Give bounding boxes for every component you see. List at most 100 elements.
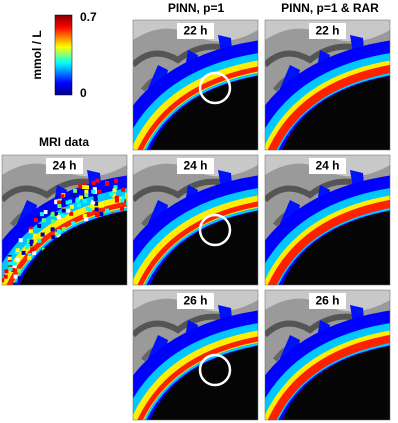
noise [98, 203, 103, 208]
time-label: 22 h [183, 24, 207, 38]
time-label: 24 h [183, 159, 207, 173]
noise [50, 227, 55, 232]
noise [125, 192, 127, 197]
noise [109, 192, 114, 197]
noise [84, 217, 89, 222]
panel-border [132, 154, 259, 286]
noise [91, 200, 96, 205]
noise [57, 204, 62, 209]
time-label: 26 h [315, 294, 339, 308]
image-panel: 26 h [264, 289, 391, 421]
noise [78, 195, 83, 200]
noise [61, 208, 66, 213]
colorbar-min: 0 [80, 86, 87, 100]
time-label: 24 h [52, 159, 76, 173]
time-box [309, 23, 346, 39]
noise [85, 206, 90, 211]
panel-border [264, 154, 391, 286]
noise [126, 208, 127, 213]
noise [61, 226, 66, 231]
noise [32, 250, 37, 255]
noise [51, 235, 56, 240]
mri-texture [265, 178, 366, 203]
mri-texture [265, 43, 366, 68]
noise [84, 193, 89, 198]
noise [32, 233, 37, 238]
noise [15, 248, 20, 253]
noise [65, 200, 70, 205]
panel-title: MRI data [39, 135, 89, 149]
noise [26, 238, 31, 243]
noise [17, 276, 22, 281]
noise [76, 203, 81, 208]
noise [18, 238, 23, 243]
noise [0, 294, 1, 298]
noise [40, 232, 45, 237]
noise [113, 185, 118, 190]
band [137, 336, 258, 420]
image-panel: 24 h [264, 154, 391, 286]
noise [88, 208, 93, 213]
tissue [150, 345, 258, 420]
noise [84, 189, 89, 194]
noise [114, 195, 119, 200]
noise [78, 184, 83, 189]
noise [0, 283, 2, 287]
noise [73, 188, 78, 193]
noise [13, 274, 18, 279]
noise [54, 231, 59, 236]
band [267, 64, 390, 150]
noise [95, 213, 100, 218]
noise [125, 201, 127, 206]
noise [29, 239, 34, 244]
noise [28, 242, 33, 247]
time-box [177, 23, 214, 39]
noise [12, 282, 17, 285]
colorbar-max: 0.7 [80, 10, 97, 24]
time-label: 22 h [315, 24, 339, 38]
column-title: PINN, p=1 [168, 1, 225, 15]
band [137, 66, 258, 150]
noise [91, 180, 96, 185]
noise [54, 199, 59, 204]
noise [37, 238, 42, 243]
panel-border [132, 289, 259, 421]
mri-texture [265, 313, 366, 338]
noise [69, 211, 74, 216]
band [267, 199, 390, 285]
noise [71, 221, 76, 226]
noise [27, 256, 32, 261]
noise [82, 198, 87, 203]
noise [28, 226, 33, 231]
highlight [198, 213, 232, 247]
band [6, 201, 127, 285]
noise [50, 212, 55, 217]
noise [7, 256, 12, 261]
noise [11, 261, 16, 266]
panel-border [264, 289, 391, 421]
image-panel: 22 h [264, 19, 391, 151]
noise [84, 185, 89, 190]
noise [14, 250, 19, 255]
panel-content [133, 290, 258, 420]
noise [36, 216, 41, 221]
noise [114, 198, 119, 203]
time-box [177, 293, 214, 309]
tissue [19, 210, 127, 285]
image-panel: 24 h [132, 154, 259, 286]
noise [121, 195, 126, 200]
noise [51, 219, 56, 224]
noise [8, 261, 13, 266]
panel-border [264, 19, 391, 151]
noise [17, 268, 22, 273]
panel-content [265, 155, 390, 285]
noise [7, 290, 11, 294]
image-panel: 24 h [0, 154, 128, 303]
mri-texture [133, 43, 234, 68]
noise [0, 299, 2, 303]
noise [120, 198, 125, 203]
time-label: 26 h [183, 294, 207, 308]
time-box [309, 293, 346, 309]
noise [60, 200, 65, 205]
noise [56, 215, 61, 220]
